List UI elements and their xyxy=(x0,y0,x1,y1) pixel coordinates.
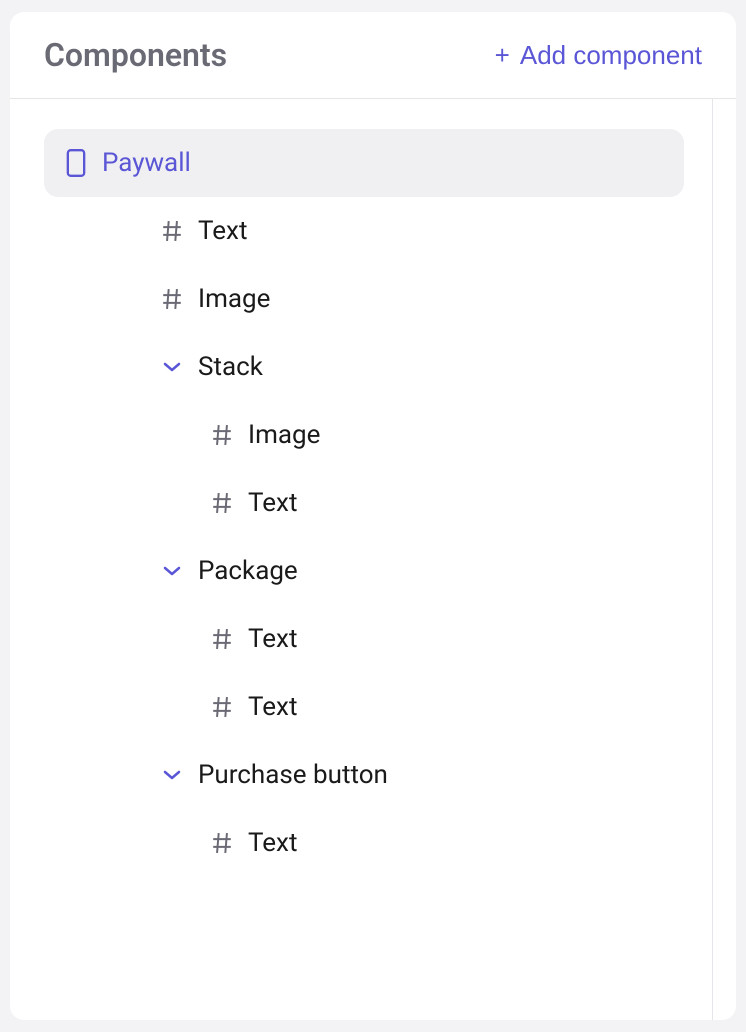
chevron-down-icon xyxy=(158,761,186,789)
chevron-down-icon xyxy=(158,353,186,381)
tree-item-label: Text xyxy=(248,624,297,654)
tree-item-label: Paywall xyxy=(102,148,191,178)
tree-item-package[interactable]: Package xyxy=(140,537,684,605)
hash-icon xyxy=(208,421,236,449)
tree-item-image[interactable]: Image xyxy=(140,265,684,333)
tree-item-label: Package xyxy=(198,556,298,586)
hash-icon xyxy=(208,693,236,721)
components-panel: Components + Add component Paywall xyxy=(10,12,736,1020)
plus-icon: + xyxy=(495,42,510,68)
tree-item-label: Image xyxy=(248,420,320,450)
panel-title: Components xyxy=(44,36,227,74)
tree-item-label: Purchase button xyxy=(198,760,388,790)
hash-icon xyxy=(208,625,236,653)
tree-item-purchase-button[interactable]: Purchase button xyxy=(140,741,684,809)
tree-item-text[interactable]: Text xyxy=(190,605,684,673)
tree-item-label: Text xyxy=(248,488,297,518)
tree-item-text[interactable]: Text xyxy=(190,469,684,537)
right-gutter xyxy=(712,99,736,1020)
component-tree: Paywall Text Image xyxy=(10,99,712,1020)
hash-icon xyxy=(208,489,236,517)
tree-item-label: Text xyxy=(248,692,297,722)
tree-item-label: Text xyxy=(248,828,297,858)
panel-content: Paywall Text Image xyxy=(10,99,736,1020)
tree-item-paywall[interactable]: Paywall xyxy=(44,129,684,197)
hash-icon xyxy=(208,829,236,857)
tree-item-label: Image xyxy=(198,284,270,314)
hash-icon xyxy=(158,285,186,313)
chevron-down-icon xyxy=(158,557,186,585)
tree-item-text[interactable]: Text xyxy=(190,673,684,741)
add-component-button[interactable]: + Add component xyxy=(495,40,702,71)
tree-item-text[interactable]: Text xyxy=(190,809,684,877)
tree-item-stack[interactable]: Stack xyxy=(140,333,684,401)
tree-item-image[interactable]: Image xyxy=(190,401,684,469)
tree-item-label: Text xyxy=(198,216,247,246)
tree-item-label: Stack xyxy=(198,352,263,382)
hash-icon xyxy=(158,217,186,245)
add-component-label: Add component xyxy=(520,40,702,71)
tree-item-text[interactable]: Text xyxy=(140,197,684,265)
panel-header: Components + Add component xyxy=(10,12,736,99)
device-icon xyxy=(62,149,90,177)
